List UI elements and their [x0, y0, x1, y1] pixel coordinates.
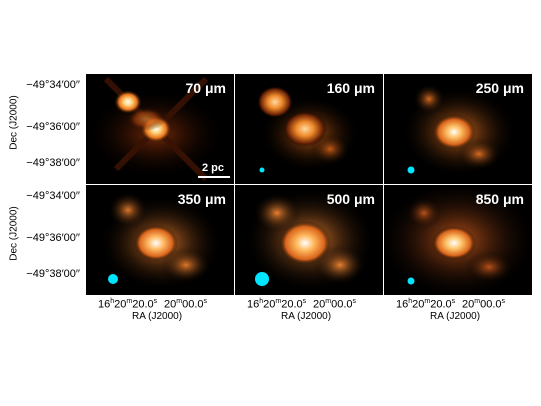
dec-tick-label: −49°38′00′′	[26, 157, 80, 169]
wavelength-label: 160 μm	[326, 80, 375, 96]
dec-tick-label: −49°38′00′′	[26, 268, 80, 280]
dec-axis-title: Dec (J2000)	[8, 206, 20, 261]
dec-tick-label: −49°34′00′′	[26, 190, 80, 202]
ra-tick-label: 20m00.0s	[462, 298, 506, 311]
wavelength-label: 350 μm	[177, 191, 226, 207]
panel-70um: 70 μm 2 pc	[85, 73, 235, 185]
ra-tick-label: 20m00.0s	[313, 298, 357, 311]
panel-350um: 350 μm	[85, 184, 235, 296]
panel-250um: 250 μm	[383, 73, 533, 185]
wavelength-label: 250 μm	[475, 80, 524, 96]
ra-tick-label: 16h20m20.0s	[98, 298, 158, 311]
beam-marker	[407, 277, 415, 285]
beam-marker	[255, 272, 269, 286]
emission-map-250um	[384, 74, 532, 184]
wavelength-label: 850 μm	[475, 191, 524, 207]
emission-map-350um	[86, 185, 234, 295]
beam-marker	[108, 274, 118, 284]
ra-axis-title: RA (J2000)	[132, 311, 183, 322]
emission-map-70um	[86, 74, 234, 184]
ra-axis-title: RA (J2000)	[281, 311, 332, 322]
scale-bar-label: 2 pc	[202, 162, 225, 174]
panel-500um: 500 μm	[234, 184, 384, 296]
scale-bar	[198, 176, 230, 178]
dec-axis-title: Dec (J2000)	[8, 95, 20, 150]
emission-map-160um	[235, 74, 383, 184]
wavelength-label: 500 μm	[326, 191, 375, 207]
dec-tick-label: −49°34′00′′	[26, 79, 80, 91]
beam-marker	[259, 167, 265, 173]
panel-850um: 850 μm	[383, 184, 533, 296]
dec-tick-label: −49°36′00′′	[26, 121, 80, 133]
beam-marker	[407, 166, 415, 174]
ra-tick-label: 20m00.0s	[164, 298, 208, 311]
emission-map-850um	[384, 185, 532, 295]
dec-tick-label: −49°36′00′′	[26, 232, 80, 244]
ra-tick-label: 16h20m20.0s	[396, 298, 456, 311]
emission-map-500um	[235, 185, 383, 295]
wavelength-label: 70 μm	[185, 80, 226, 96]
ra-axis-title: RA (J2000)	[430, 311, 481, 322]
panel-160um: 160 μm	[234, 73, 384, 185]
ra-tick-label: 16h20m20.0s	[247, 298, 307, 311]
